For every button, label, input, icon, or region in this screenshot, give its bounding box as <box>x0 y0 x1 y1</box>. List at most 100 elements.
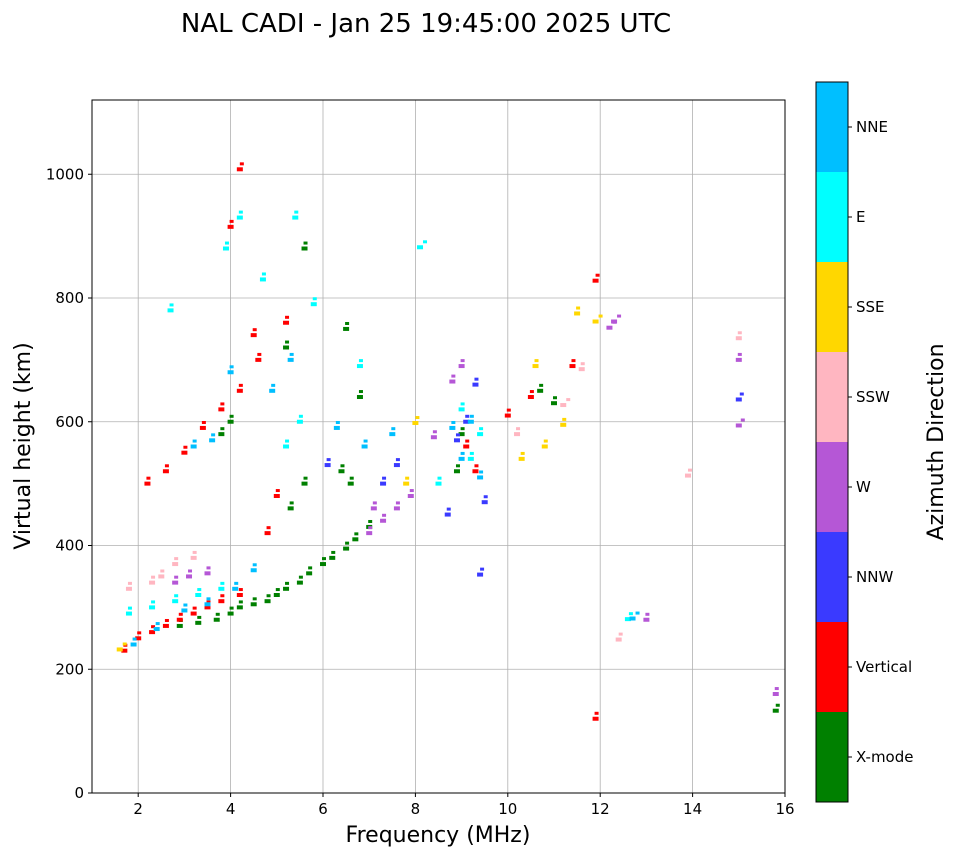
data-point <box>460 402 465 406</box>
data-point <box>275 588 280 592</box>
data-point <box>463 419 470 424</box>
data-point <box>772 692 779 696</box>
data-point <box>192 439 197 443</box>
data-point <box>363 439 368 443</box>
data-point <box>188 569 193 573</box>
data-point <box>287 506 294 511</box>
data-point <box>403 481 410 486</box>
data-point <box>553 396 557 400</box>
data-point <box>298 414 303 418</box>
data-point <box>735 336 742 341</box>
data-point <box>252 597 257 601</box>
data-point <box>125 611 132 616</box>
data-point <box>368 526 373 530</box>
data-point <box>195 593 202 597</box>
data-point <box>358 359 363 363</box>
data-point <box>206 600 211 604</box>
data-point <box>562 417 567 421</box>
data-point <box>252 328 257 332</box>
data-point <box>229 219 234 223</box>
data-point <box>169 303 174 307</box>
data-point <box>737 331 742 335</box>
data-point <box>382 476 387 480</box>
axis-ticks: 2 4 6 8 10 12 14 16 0 200 400 600 800 1000 <box>46 165 795 818</box>
data-point <box>236 215 243 220</box>
x-tick-label: 12 <box>591 800 610 818</box>
data-point <box>292 215 299 220</box>
data-point <box>146 476 151 480</box>
data-point <box>576 306 581 310</box>
data-point <box>684 473 691 478</box>
data-point <box>308 566 313 570</box>
data-point <box>389 432 396 437</box>
data-point <box>356 395 363 399</box>
data-point <box>518 456 525 461</box>
data-point <box>541 444 548 449</box>
data-point <box>257 352 262 356</box>
data-point <box>539 383 544 387</box>
colorbar-tick-label: NNE <box>856 118 888 136</box>
data-point <box>460 359 465 363</box>
data-point <box>592 278 599 283</box>
data-point <box>516 427 521 431</box>
data-point <box>218 407 225 412</box>
data-point <box>227 224 234 229</box>
data-point <box>151 575 156 579</box>
data-point <box>218 586 225 591</box>
data-point <box>220 402 225 406</box>
colorbar-tick-label: SSW <box>856 388 890 406</box>
data-point <box>598 314 603 318</box>
data-point <box>283 320 290 325</box>
data-point <box>127 581 132 585</box>
data-point <box>236 167 243 172</box>
data-point <box>465 439 470 443</box>
colorbar-segment <box>816 532 848 622</box>
data-point <box>176 617 183 622</box>
data-point <box>204 602 211 607</box>
colorbar-segment <box>816 262 848 352</box>
data-point <box>259 277 266 282</box>
data-point <box>206 566 211 570</box>
data-point <box>250 333 257 338</box>
data-point <box>218 432 225 437</box>
data-point <box>628 612 633 616</box>
data-point <box>479 427 484 431</box>
data-point <box>298 575 303 579</box>
data-point <box>477 475 484 480</box>
x-tick-label: 8 <box>411 800 421 818</box>
data-point <box>472 469 479 474</box>
data-point <box>174 575 179 579</box>
data-point <box>296 419 303 424</box>
data-point <box>449 379 456 384</box>
data-point <box>301 246 308 251</box>
data-point <box>455 433 460 437</box>
data-point <box>162 469 169 474</box>
data-point <box>451 420 456 424</box>
data-point <box>467 456 474 461</box>
grid <box>92 100 786 794</box>
colorbar-segment <box>816 442 848 532</box>
data-point <box>480 567 485 571</box>
data-point <box>370 506 377 511</box>
data-point <box>303 476 308 480</box>
data-point <box>735 397 742 402</box>
data-point <box>446 507 451 511</box>
data-point <box>343 546 350 551</box>
data-point <box>571 359 576 363</box>
data-point <box>289 501 294 505</box>
colorbar-label: Azimuth Direction <box>924 343 949 540</box>
data-point <box>340 464 345 468</box>
data-point <box>460 427 465 431</box>
data-point <box>617 314 622 318</box>
data-point <box>449 425 456 430</box>
data-point <box>121 648 128 653</box>
data-point <box>132 637 137 641</box>
data-point <box>324 463 331 468</box>
data-point <box>155 622 160 626</box>
data-point <box>301 481 308 486</box>
data-point <box>343 326 350 331</box>
data-point <box>238 600 243 604</box>
y-tick-label: 0 <box>74 784 84 802</box>
data-point <box>423 240 428 244</box>
data-point <box>395 501 400 505</box>
